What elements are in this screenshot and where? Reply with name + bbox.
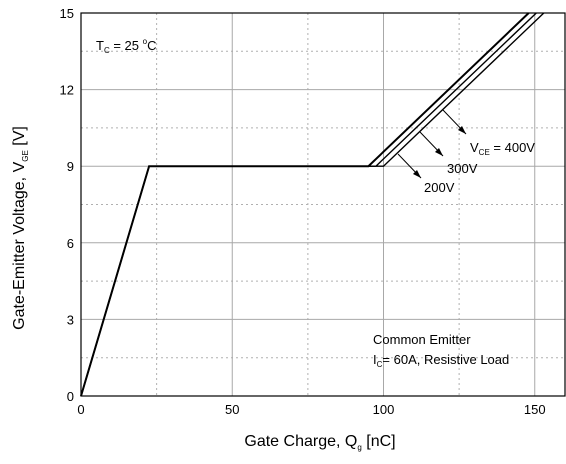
- x-tick-label: 0: [77, 402, 84, 417]
- x-tick-label: 50: [225, 402, 239, 417]
- vce-300v-label: 300V: [447, 161, 478, 176]
- condition-common-emitter: Common Emitter: [373, 332, 471, 347]
- arrow-200v-head: [413, 170, 421, 178]
- tick-labels: 0 50 100 150 0 3 6 9 12 15: [60, 6, 546, 417]
- x-tick-label: 150: [524, 402, 546, 417]
- y-tick-label: 12: [60, 83, 74, 98]
- grid: [81, 13, 565, 396]
- y-axis-label: Gate-Emitter Voltage, VGE [V]: [11, 126, 30, 330]
- y-tick-label: 9: [67, 159, 74, 174]
- vce-200v-label: 200V: [424, 180, 455, 195]
- y-tick-label: 0: [67, 389, 74, 404]
- arrow-400v-head: [458, 126, 466, 134]
- y-tick-label: 3: [67, 312, 74, 327]
- y-tick-label: 15: [60, 6, 74, 21]
- temperature-annotation: TC = 25 oC: [96, 37, 156, 55]
- x-axis-label: Gate Charge, Qg [nC]: [244, 433, 395, 452]
- x-tick-label: 100: [373, 402, 395, 417]
- arrow-300v-head: [435, 148, 443, 156]
- vce-400v-label: VCE = 400V: [470, 140, 535, 157]
- condition-current-load: IC= 60A, Resistive Load: [373, 352, 509, 369]
- y-tick-label: 6: [67, 236, 74, 251]
- vce-arrows: [397, 109, 467, 179]
- series-group: [80, 12, 545, 397]
- plot-frame: [80, 12, 566, 397]
- series-line: [80, 12, 545, 397]
